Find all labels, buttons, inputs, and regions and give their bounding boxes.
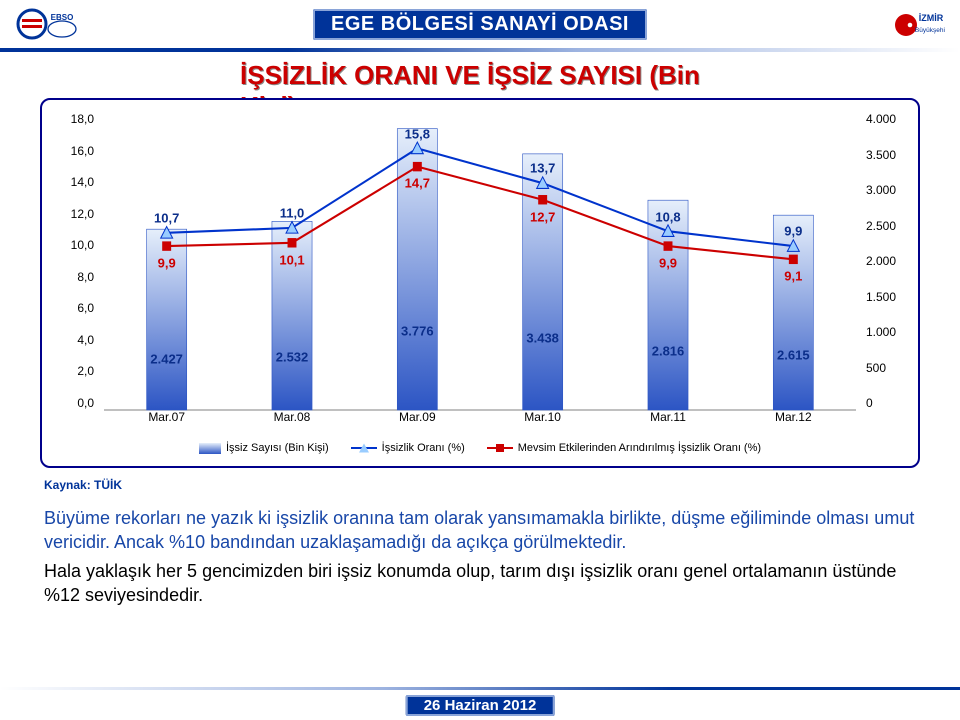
y-right-tick: 3.000 xyxy=(866,183,904,197)
ebso-logo: EBSO xyxy=(12,4,82,44)
header-title: EGE BÖLGESİ SANAYİ ODASI xyxy=(313,9,647,40)
x-axis-label: Mar.11 xyxy=(605,410,730,430)
chart-legend: İşsiz Sayısı (Bin Kişi) İşsizlik Oranı (%… xyxy=(104,436,856,460)
body-text: Büyüme rekorları ne yazık ki işsizlik or… xyxy=(44,506,916,611)
y-right-tick: 1.000 xyxy=(866,325,904,339)
y-right-tick: 2.000 xyxy=(866,254,904,268)
y-right-tick: 500 xyxy=(866,361,904,375)
legend-swatch xyxy=(199,443,221,454)
data-label: 9,9 xyxy=(784,224,802,239)
x-axis-label: Mar.07 xyxy=(104,410,229,430)
x-axis-label: Mar.12 xyxy=(731,410,856,430)
chart-plot: 18,0 16,0 14,0 12,0 10,0 8,0 6,0 4,0 2,0 0,0 4.00… xyxy=(56,112,904,460)
plot-svg xyxy=(104,112,856,410)
source-text: Kaynak: TÜİK xyxy=(44,478,122,492)
data-label: 11,0 xyxy=(280,206,305,221)
legend-item-bars: İşsiz Sayısı (Bin Kişi) xyxy=(199,442,329,454)
data-label: 9,1 xyxy=(784,269,802,284)
y-right-tick: 1.500 xyxy=(866,290,904,304)
data-label: 3.438 xyxy=(526,331,559,346)
y-left-tick: 14,0 xyxy=(56,175,94,189)
y-left-tick: 16,0 xyxy=(56,144,94,158)
legend-label: Mevsim Etkilerinden Arındırılmış İşsizli… xyxy=(518,442,761,454)
y-left-tick: 8,0 xyxy=(56,270,94,284)
izmir-logo: İZMİR Büyükşehir xyxy=(888,4,948,44)
y-right-tick: 2.500 xyxy=(866,219,904,233)
data-label: 10,1 xyxy=(279,252,304,267)
body-paragraph-2: Hala yaklaşık her 5 gencimizden biri işs… xyxy=(44,559,916,608)
y-left-tick: 6,0 xyxy=(56,301,94,315)
data-label: 2.427 xyxy=(150,352,183,367)
data-label: 2.615 xyxy=(777,348,810,363)
footer-line xyxy=(0,687,960,690)
y-axis-left: 18,0 16,0 14,0 12,0 10,0 8,0 6,0 4,0 2,0 0,0 xyxy=(56,112,100,410)
svg-text:Büyükşehir: Büyükşehir xyxy=(915,27,945,34)
triangle-marker-icon xyxy=(359,444,369,453)
data-label: 10,8 xyxy=(655,209,680,224)
data-label: 14,7 xyxy=(405,176,430,191)
y-right-tick: 4.000 xyxy=(866,112,904,126)
footer-date-text: 26 Haziran 2012 xyxy=(424,697,537,714)
data-label: 9,9 xyxy=(158,255,176,270)
footer-date: 26 Haziran 2012 xyxy=(406,695,555,716)
data-label: 13,7 xyxy=(530,161,555,176)
chart-frame: 18,0 16,0 14,0 12,0 10,0 8,0 6,0 4,0 2,0 0,0 4.00… xyxy=(40,98,920,468)
data-label: 15,8 xyxy=(405,126,430,141)
x-axis-label: Mar.10 xyxy=(480,410,605,430)
legend-label: İşsiz Sayısı (Bin Kişi) xyxy=(226,442,329,454)
page-header: EBSO EGE BÖLGESİ SANAYİ ODASI İZMİR Büyü… xyxy=(0,0,960,48)
data-label: 10,7 xyxy=(154,211,179,226)
data-label: 3.776 xyxy=(401,324,434,339)
square-marker-icon xyxy=(496,444,504,452)
svg-text:İZMİR: İZMİR xyxy=(919,13,944,23)
header-title-text: EGE BÖLGESİ SANAYİ ODASI xyxy=(331,13,629,35)
y-left-tick: 2,0 xyxy=(56,364,94,378)
source-label: Kaynak: TÜİK xyxy=(44,478,122,492)
legend-swatch xyxy=(351,447,377,449)
x-axis-label: Mar.09 xyxy=(355,410,480,430)
legend-item-line2: Mevsim Etkilerinden Arındırılmış İşsizli… xyxy=(487,442,761,454)
header-underline xyxy=(0,48,960,52)
y-right-tick: 3.500 xyxy=(866,148,904,162)
y-right-tick: 0 xyxy=(866,396,904,410)
legend-swatch xyxy=(487,447,513,449)
x-axis-label: Mar.08 xyxy=(229,410,354,430)
x-axis: Mar.07Mar.08Mar.09Mar.10Mar.11Mar.12 xyxy=(104,410,856,430)
y-left-tick: 10,0 xyxy=(56,238,94,252)
y-axis-right: 4.000 3.500 3.000 2.500 2.000 1.500 1.000 500 0 xyxy=(860,112,904,410)
y-left-tick: 18,0 xyxy=(56,112,94,126)
y-left-tick: 12,0 xyxy=(56,207,94,221)
y-left-tick: 0,0 xyxy=(56,396,94,410)
data-label: 2.532 xyxy=(276,350,309,365)
body-paragraph-1: Büyüme rekorları ne yazık ki işsizlik or… xyxy=(44,506,916,555)
data-label: 2.816 xyxy=(652,344,685,359)
y-left-tick: 4,0 xyxy=(56,333,94,347)
data-label: 9,9 xyxy=(659,255,677,270)
legend-label: İşsizlik Oranı (%) xyxy=(382,442,465,454)
plot-area: 2.427 2.532 3.776 3.438 2.816 2.615 10,7 11,0 15… xyxy=(104,112,856,410)
legend-item-line1: İşsizlik Oranı (%) xyxy=(351,442,465,454)
data-label: 12,7 xyxy=(530,209,555,224)
